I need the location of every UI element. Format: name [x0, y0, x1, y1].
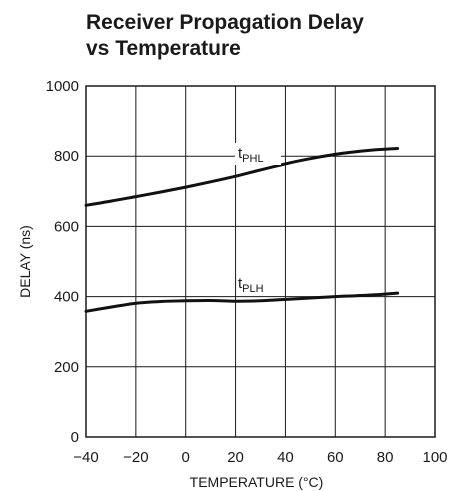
x-tick-label: 60 [327, 449, 344, 466]
series-line-plh [84, 291, 400, 313]
grid-lines [86, 86, 435, 437]
plot-frame [85, 85, 436, 438]
y-tick-labels: 0 200 400 600 800 1000 [46, 78, 79, 446]
y-tick-label: 200 [54, 359, 79, 376]
x-tick-labels: −40 −20 0 20 40 60 80 100 [73, 449, 447, 466]
chart-title: Receiver Propagation Delay vs Temperatur… [86, 10, 364, 62]
x-tick-label: 20 [227, 449, 244, 466]
series-label-phl: tPHL [238, 145, 264, 165]
x-tick-label: 40 [277, 449, 294, 466]
x-tick-label: 80 [377, 449, 394, 466]
series-label-background [235, 143, 281, 165]
series-line-phl [84, 147, 400, 207]
x-tick-label: −40 [73, 449, 98, 466]
series-label-plh: tPLH [238, 275, 264, 295]
x-tick-label: 100 [422, 449, 447, 466]
chart-title-line-1: Receiver Propagation Delay [86, 11, 364, 34]
x-axis-label: TEMPERATURE (°C) [190, 474, 324, 490]
x-tick-label: −20 [123, 449, 148, 466]
y-tick-label: 600 [54, 218, 79, 235]
chart-title-line-2: vs Temperature [86, 37, 241, 60]
y-tick-label: 800 [54, 148, 79, 165]
x-tick-label: 0 [182, 449, 190, 466]
series-labels: tPHL tPLH [235, 143, 281, 295]
y-tick-label: 400 [54, 289, 79, 306]
y-tick-label: 1000 [46, 78, 79, 95]
series-lines [84, 147, 400, 313]
y-tick-label: 0 [71, 429, 79, 446]
y-axis-label: DELAY (ns) [17, 225, 33, 298]
